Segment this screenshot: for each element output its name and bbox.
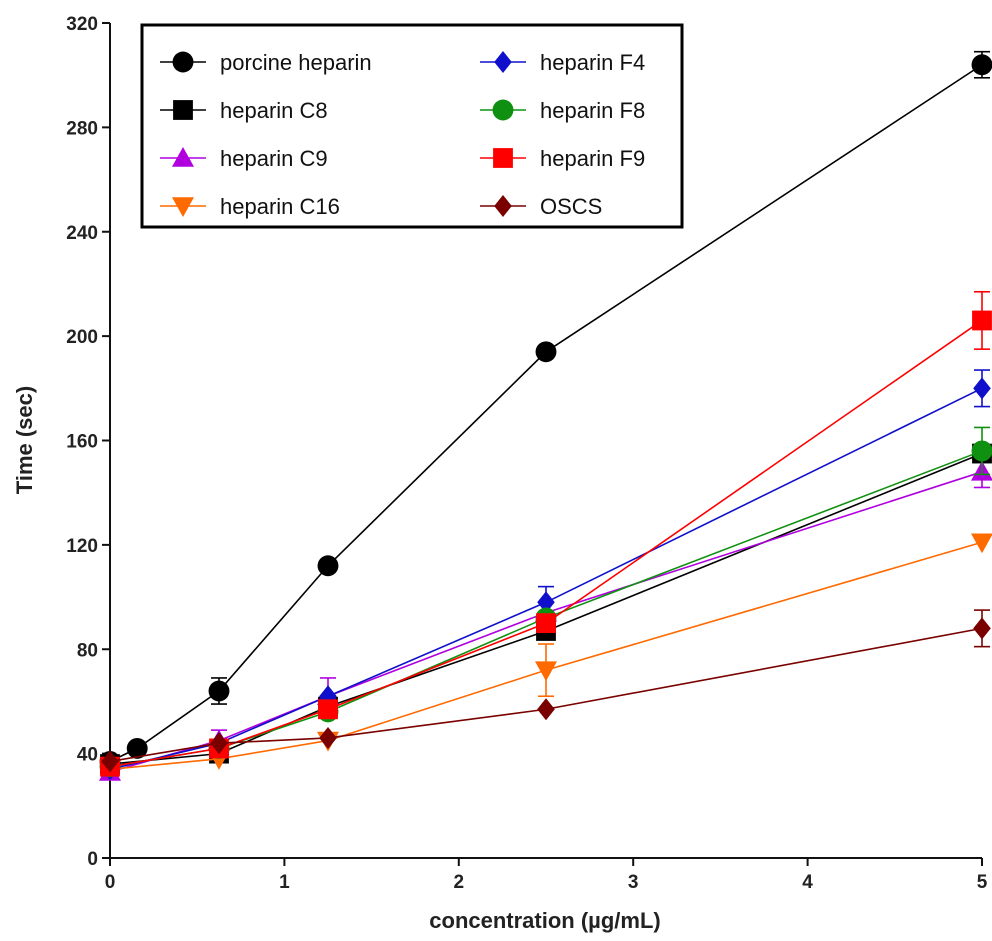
legend-item: heparin F4: [480, 50, 645, 75]
legend-item: heparin F9: [480, 146, 645, 171]
legend-item: heparin C8: [160, 98, 328, 123]
legend-marker: [492, 99, 514, 121]
data-point: [208, 680, 230, 702]
y-tick-label: 280: [66, 118, 98, 139]
data-point: [101, 750, 119, 773]
legend-marker: [494, 51, 512, 73]
y-axis-title: Time (sec): [12, 386, 37, 494]
legend-label: heparin C16: [220, 194, 340, 219]
legend-item: porcine heparin: [160, 50, 372, 75]
legend-marker: [172, 147, 194, 167]
data-point: [971, 533, 992, 554]
x-axis-title: concentration (µg/mL): [429, 908, 660, 933]
legend-label: heparin F9: [540, 146, 645, 171]
legend-label: heparin C8: [220, 98, 328, 123]
data-point: [973, 617, 991, 640]
data-point: [972, 310, 992, 331]
legend-marker: [494, 195, 512, 217]
x-tick-label: 0: [105, 872, 116, 893]
legend-marker: [172, 197, 194, 217]
axes: 0 40 80 120 160 200 240 280 320 0 1 2 3 4 5: [66, 14, 987, 893]
legend-marker: [172, 51, 194, 73]
series-oscs: [101, 609, 991, 773]
legend-item: heparin C9: [160, 146, 328, 171]
legend-label: porcine heparin: [220, 50, 372, 75]
legend: porcine heparin heparin C8 heparin C9 hepar…: [140, 23, 684, 229]
y-tick-label: 120: [66, 536, 98, 557]
data-point: [319, 726, 337, 749]
series-layer: [99, 50, 992, 781]
legend-label: OSCS: [540, 194, 602, 219]
legend-item: heparin C16: [160, 194, 340, 219]
y-tick-label: 240: [66, 223, 98, 244]
data-point: [537, 591, 555, 614]
data-point: [536, 613, 556, 634]
data-point: [971, 440, 992, 462]
x-tick-label: 3: [628, 872, 639, 893]
data-point: [537, 698, 555, 721]
legend-label: heparin C9: [220, 146, 328, 171]
data-point: [971, 54, 992, 76]
x-tick-label: 2: [454, 872, 465, 893]
data-point: [210, 732, 228, 755]
legend-marker: [173, 100, 193, 120]
x-tick-label: 4: [802, 872, 813, 893]
y-tick-label: 160: [66, 432, 98, 453]
legend-label: heparin F8: [540, 98, 645, 123]
data-point: [318, 699, 338, 720]
y-tick-label: 200: [66, 327, 98, 348]
legend-box: [140, 23, 684, 229]
y-tick-label: 320: [66, 14, 98, 35]
y-tick-label: 0: [87, 849, 98, 870]
data-point: [535, 341, 557, 363]
x-tick-label: 5: [977, 872, 988, 893]
legend-item: heparin F8: [480, 98, 645, 123]
data-point: [535, 661, 557, 682]
data-point: [317, 555, 339, 577]
data-point: [126, 737, 148, 759]
legend-label: heparin F4: [540, 50, 645, 75]
data-point: [973, 377, 991, 400]
y-tick-label: 80: [77, 640, 98, 661]
legend-item: OSCS: [480, 194, 602, 219]
legend-marker: [493, 148, 513, 168]
x-tick-label: 1: [279, 872, 290, 893]
y-tick-label: 40: [77, 745, 98, 766]
